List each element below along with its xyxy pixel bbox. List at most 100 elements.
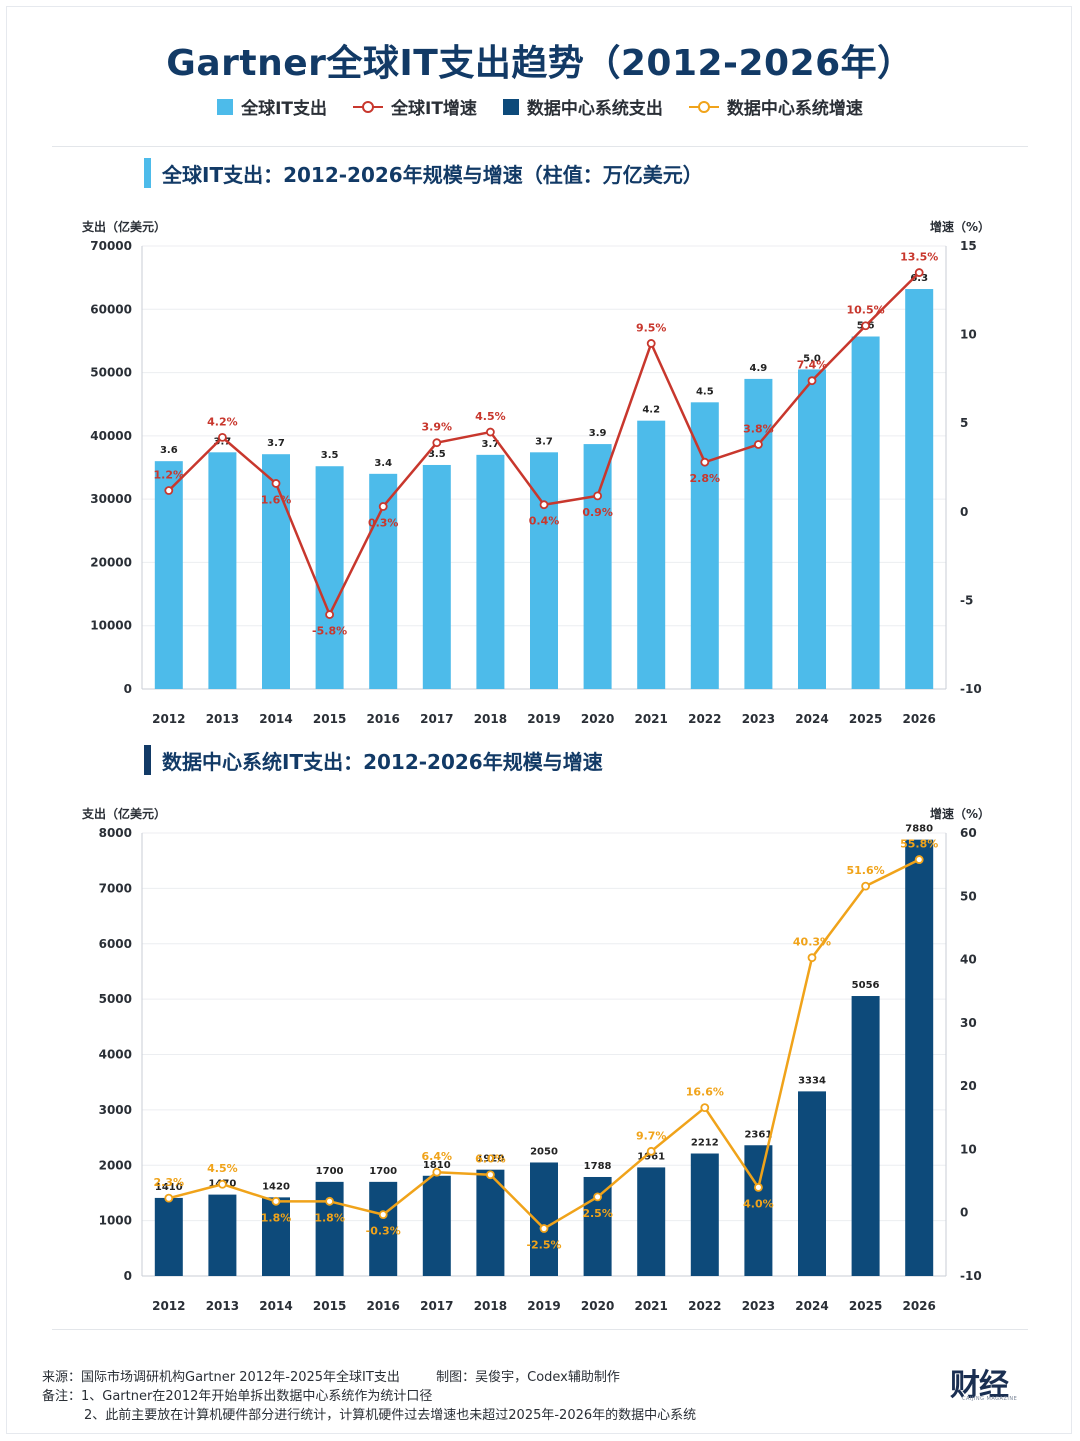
- y-tick-label: 10000: [90, 619, 132, 633]
- y-axis-title: 支出（亿美元）: [81, 219, 166, 234]
- footer-note-1: 备注：1、Gartner在2012年开始单拆出数据中心系统作为统计口径: [42, 1389, 433, 1404]
- bar-value-label: 1920: [476, 1154, 504, 1165]
- growth-value-label: 6.0%: [475, 1153, 506, 1166]
- bar-value-label: 3334: [798, 1075, 826, 1086]
- bar: [690, 402, 719, 689]
- bar-value-label: 1788: [584, 1161, 612, 1172]
- y2-tick-label: 20: [960, 1079, 977, 1093]
- y-tick-label: 7000: [99, 881, 132, 895]
- section-title-text: 数据中心系统IT支出：2012-2026年规模与增速: [162, 750, 603, 774]
- x-tick-label: 2013: [206, 1299, 239, 1313]
- growth-value-label: 13.5%: [900, 251, 938, 264]
- y2-axis-title: 增速（%）: [930, 806, 990, 821]
- growth-point: [485, 427, 495, 437]
- legend: 全球IT支出 全球IT增速 数据中心系统支出 数据中心系统增速: [0, 94, 1080, 119]
- bar-value-label: 4.2: [642, 405, 660, 416]
- bar: [530, 452, 558, 689]
- x-tick-label: 2018: [474, 712, 507, 726]
- x-tick-label: 2018: [474, 1299, 507, 1313]
- legend-swatch: [502, 98, 519, 115]
- growth-point: [700, 1103, 710, 1113]
- page-title: Gartner全球IT支出趋势（2012-2026年）: [166, 43, 914, 84]
- growth-value-label: 10.5%: [847, 304, 885, 317]
- bar: [262, 1197, 290, 1276]
- growth-value-label: 2.5%: [582, 1207, 613, 1220]
- growth-value-label: 3.8%: [743, 422, 774, 435]
- growth-point: [646, 339, 656, 348]
- growth-value-label: 4.5%: [475, 410, 506, 423]
- bar-value-label: 3.7: [535, 436, 553, 447]
- growth-point: [271, 1196, 281, 1206]
- caijing-logo-subtext: CAIJING MAGAZINE: [962, 1396, 1018, 1402]
- growth-value-label: 9.7%: [636, 1129, 667, 1142]
- growth-point: [593, 1192, 602, 1202]
- bar: [208, 452, 237, 689]
- bar-value-label: 1810: [423, 1160, 451, 1171]
- x-tick-label: 2020: [581, 1299, 614, 1313]
- y-tick-label: 20000: [90, 555, 132, 569]
- y-tick-label: 40000: [90, 429, 132, 443]
- growth-value-label: -2.5%: [526, 1239, 561, 1252]
- legend-item-global-spend: 全球IT支出: [217, 94, 327, 119]
- x-tick-label: 2026: [902, 1299, 935, 1313]
- bar: [154, 1197, 183, 1276]
- y2-tick-label: 50: [960, 889, 977, 903]
- growth-value-label: 1.8%: [314, 1211, 345, 1224]
- bar-value-label: 1961: [637, 1151, 665, 1162]
- growth-point: [807, 376, 817, 386]
- growth-point: [325, 1196, 335, 1206]
- y-tick-label: 3000: [99, 1103, 132, 1117]
- y-tick-label: 0: [124, 682, 132, 696]
- growth-point: [432, 1167, 442, 1177]
- x-tick-label: 2013: [206, 712, 239, 726]
- growth-point: [914, 268, 924, 277]
- bar: [905, 289, 934, 689]
- growth-point: [378, 502, 388, 511]
- bar-value-label: 4.5: [696, 386, 714, 397]
- section-title-datacenter: 数据中心系统IT支出：2012-2026年规模与增速: [144, 746, 603, 775]
- x-tick-label: 2025: [849, 1299, 882, 1313]
- y2-tick-label: -10: [960, 682, 982, 696]
- bar-value-label: 6.3: [910, 273, 928, 284]
- legend-swatch: [688, 100, 719, 114]
- y2-tick-label: 5: [960, 416, 968, 430]
- bar-value-label: 3.7: [214, 436, 232, 447]
- y-axis-title: 支出（亿美元）: [81, 806, 166, 821]
- divider: [52, 1329, 1028, 1330]
- legend-label: 数据中心系统支出: [526, 99, 663, 119]
- growth-point: [861, 321, 870, 331]
- section-title-text: 全球IT支出：2012-2026年规模与增速（柱值：万亿美元）: [162, 163, 703, 187]
- growth-point: [325, 610, 335, 619]
- growth-value-label: 4.0%: [743, 1197, 774, 1210]
- y-tick-label: 8000: [99, 826, 132, 840]
- x-tick-label: 2026: [902, 712, 935, 726]
- bar-value-label: 1420: [262, 1181, 290, 1192]
- x-tick-label: 2025: [849, 712, 882, 726]
- bar-value-label: 3.4: [374, 458, 392, 469]
- bar-value-label: 7880: [905, 824, 933, 835]
- bar-value-label: 3.7: [267, 438, 285, 449]
- bar-value-label: 3.5: [321, 450, 339, 461]
- y2-tick-label: 10: [960, 1142, 977, 1156]
- bar-value-label: 2212: [691, 1138, 719, 1149]
- bar-value-label: 2361: [744, 1129, 772, 1140]
- growth-point: [754, 1182, 763, 1192]
- section-accent-bar: [144, 158, 151, 188]
- bar: [744, 1145, 773, 1276]
- legend-label: 数据中心系统增速: [726, 99, 863, 119]
- bar: [422, 464, 451, 689]
- x-tick-label: 2021: [634, 712, 667, 726]
- growth-value-label: 6.4%: [422, 1150, 453, 1163]
- bar: [798, 1091, 826, 1276]
- caijing-logo: 财经: [950, 1368, 1009, 1403]
- growth-value-label: -5.8%: [312, 625, 347, 638]
- bar-value-label: 5056: [852, 980, 880, 991]
- x-tick-label: 2014: [259, 1299, 292, 1313]
- bar-value-label: 3.6: [160, 445, 178, 456]
- x-tick-label: 2016: [366, 1299, 399, 1313]
- bar: [583, 444, 612, 689]
- y2-tick-label: -10: [960, 1269, 982, 1283]
- legend-swatch: [353, 100, 383, 114]
- growth-point: [217, 1179, 227, 1189]
- bar: [315, 466, 344, 689]
